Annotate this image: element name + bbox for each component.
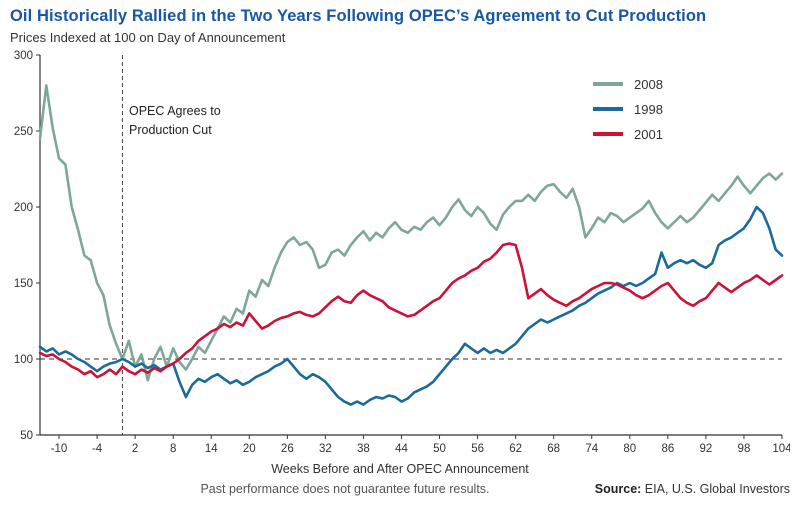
svg-text:150: 150 <box>14 278 33 290</box>
svg-text:44: 44 <box>395 443 408 455</box>
legend-swatch <box>593 132 623 137</box>
svg-text:38: 38 <box>357 443 370 455</box>
svg-text:200: 200 <box>14 202 33 214</box>
svg-text:-4: -4 <box>92 443 103 455</box>
svg-text:250: 250 <box>14 126 33 138</box>
svg-text:86: 86 <box>661 443 674 455</box>
chart-subtitle: Prices Indexed at 100 on Day of Announce… <box>10 29 286 45</box>
source-attribution: Source: EIA, U.S. Global Investors <box>595 482 790 496</box>
legend-swatch <box>593 107 623 112</box>
legend-item-2001: 2001 <box>593 127 663 142</box>
svg-text:20: 20 <box>243 443 256 455</box>
svg-text:100: 100 <box>14 354 33 366</box>
legend-item-2008: 2008 <box>593 77 663 92</box>
svg-text:50: 50 <box>433 443 446 455</box>
chart-title: Oil Historically Rallied in the Two Year… <box>10 7 707 25</box>
disclaimer-text: Past performance does not guarantee futu… <box>200 481 490 496</box>
svg-text:104: 104 <box>772 443 790 455</box>
legend: 2008 1998 2001 <box>593 77 663 142</box>
chart-svg: 50 100 150 200 250 300 -10 -4 2 8 14 20 26 32 38 44 50 56… <box>14 50 790 455</box>
footer: Past performance does not guarantee futu… <box>10 482 790 500</box>
svg-text:300: 300 <box>14 50 33 62</box>
legend-label: 2008 <box>634 76 663 92</box>
svg-text:74: 74 <box>585 443 598 455</box>
svg-text:50: 50 <box>20 430 33 442</box>
legend-label: 1998 <box>634 101 663 117</box>
svg-text:62: 62 <box>509 443 522 455</box>
svg-text:26: 26 <box>281 443 294 455</box>
source-text: EIA, U.S. Global Investors <box>641 481 790 496</box>
svg-text:92: 92 <box>699 443 712 455</box>
legend-label: 2001 <box>634 126 663 142</box>
source-label: Source: <box>594 481 642 496</box>
svg-text:98: 98 <box>738 443 751 455</box>
svg-text:14: 14 <box>205 443 218 455</box>
x-axis-label: Weeks Before and After OPEC Announcement <box>271 461 529 476</box>
svg-text:-10: -10 <box>51 443 68 455</box>
event-annotation: OPEC Agrees to Production Cut <box>129 103 221 137</box>
svg-text:8: 8 <box>170 443 176 455</box>
svg-text:68: 68 <box>547 443 560 455</box>
legend-swatch <box>593 82 623 87</box>
svg-text:80: 80 <box>623 443 636 455</box>
chart-area: 50 100 150 200 250 300 -10 -4 2 8 14 20 26 32 38 44 50 56… <box>10 47 790 461</box>
legend-item-1998: 1998 <box>593 102 663 117</box>
svg-text:56: 56 <box>471 443 484 455</box>
svg-text:2: 2 <box>132 443 138 455</box>
svg-text:32: 32 <box>319 443 332 455</box>
